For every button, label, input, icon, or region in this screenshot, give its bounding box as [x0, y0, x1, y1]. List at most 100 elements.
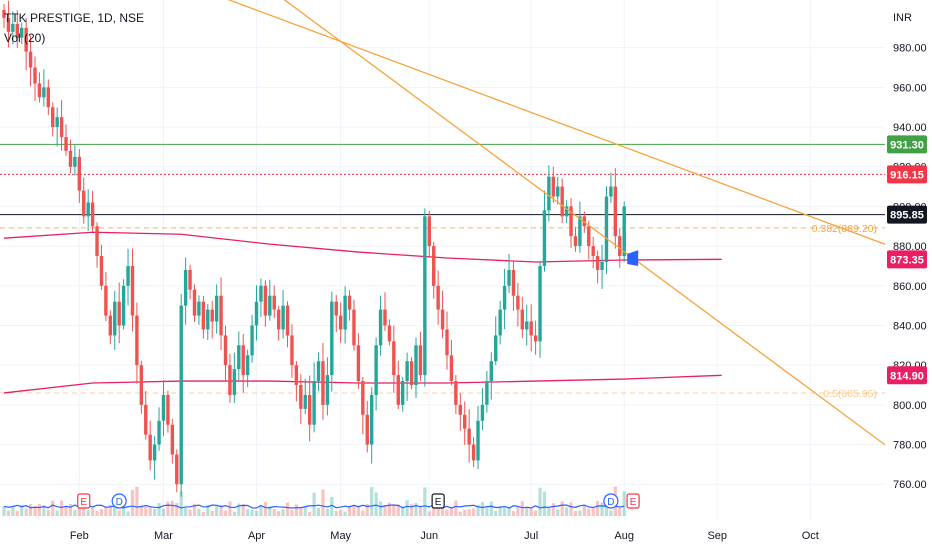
volume-bar: [126, 511, 130, 516]
volume-bar: [356, 505, 360, 516]
volume-bar: [458, 511, 462, 516]
candle-body: [64, 136, 68, 151]
price-axis[interactable]: INR760.00780.00800.00820.00840.00860.008…: [885, 0, 932, 550]
volume-bar: [37, 503, 42, 516]
candle-body: [343, 295, 347, 330]
volume-bar: [161, 508, 166, 516]
candle-body: [356, 345, 361, 382]
volume-bar: [135, 486, 139, 516]
trendline: [227, 0, 891, 247]
trendlines[interactable]: [0, 0, 891, 450]
candle-body: [113, 301, 117, 336]
volume-bar: [91, 507, 95, 516]
volume-bar: [277, 511, 281, 516]
volume-bar: [210, 510, 214, 516]
candle-body: [259, 285, 263, 302]
candle-body: [454, 381, 458, 405]
month-tick-label: Sep: [707, 530, 727, 542]
candle-body: [507, 269, 511, 286]
volume-bar: [502, 507, 507, 516]
candle-body: [263, 285, 268, 316]
candle-body: [166, 394, 170, 425]
candle-body: [250, 325, 254, 356]
candle-body: [82, 190, 86, 217]
volume-bar: [542, 491, 547, 516]
candle-body: [95, 226, 99, 257]
price-tick-label: 880.00: [893, 241, 927, 253]
volume-bar: [352, 505, 356, 516]
volume-average-line: [3, 504, 625, 509]
volume-bar: [246, 509, 250, 516]
price-tick-label: 960.00: [893, 82, 927, 94]
candle-body: [387, 325, 392, 342]
volume-bar: [148, 506, 152, 516]
candle-body: [529, 321, 533, 336]
volume-bar: [401, 506, 405, 516]
volume-bar: [454, 500, 458, 516]
volume-bar: [516, 506, 520, 516]
volume-bar: [228, 501, 232, 516]
volume-bar: [113, 502, 117, 516]
volume-bar: [405, 500, 409, 516]
volume-bar: [215, 506, 219, 516]
candle-body: [489, 361, 493, 382]
price-label-text: 931.30: [890, 139, 924, 151]
candle-body: [622, 206, 626, 257]
candle-body: [290, 335, 294, 366]
candle-body: [179, 305, 183, 485]
candle-body: [144, 404, 148, 435]
volume-bar: [609, 510, 613, 516]
volume-bar: [28, 504, 33, 516]
volume-bar: [73, 509, 77, 516]
earnings-icon: [431, 493, 445, 509]
candle-body: [42, 87, 46, 98]
volume-bar: [321, 489, 325, 516]
earnings-icon: [626, 493, 640, 509]
volume-bar: [432, 506, 436, 516]
candle-body: [37, 83, 42, 98]
candle-body: [569, 206, 573, 237]
volume-bar: [480, 502, 485, 516]
time-axis-background: [0, 520, 885, 550]
candle-body: [480, 404, 485, 421]
candle-body: [148, 434, 152, 461]
candle-body: [55, 117, 59, 128]
volume-bar: [622, 491, 626, 516]
volume-bar: [6, 510, 11, 516]
time-axis[interactable]: Feb Mar Apr May Jun Jul Aug Sep Oct: [0, 520, 885, 550]
candle-body: [219, 295, 223, 336]
candle-body: [578, 216, 582, 247]
candle-body: [352, 309, 356, 346]
volume-bar: [108, 504, 112, 516]
candle-body: [618, 236, 622, 257]
candle-body: [139, 365, 144, 405]
volume-bar: [294, 504, 298, 516]
currency-label: INR: [893, 12, 912, 24]
candle-body: [609, 186, 613, 197]
volume-bar: [392, 505, 396, 516]
month-tick-label: Oct: [802, 530, 819, 542]
volume-bar: [427, 511, 431, 516]
candle-body: [152, 444, 157, 461]
volume-bar: [188, 509, 192, 516]
candle-body: [494, 335, 498, 362]
candle-body: [525, 321, 529, 330]
volume-bar: [374, 492, 378, 516]
candle-body: [130, 265, 135, 316]
candle-body: [458, 404, 462, 415]
month-tick-label: Jul: [524, 530, 538, 542]
volume-bar: [281, 509, 285, 516]
horizontal-lines[interactable]: [0, 143, 885, 216]
volume-bar: [82, 505, 86, 516]
volume-bar: [587, 508, 591, 516]
candle-body: [427, 216, 431, 247]
volume-bar: [42, 505, 46, 516]
symbol-title[interactable]: TTK PRESTIGE, 1D, NSE: [4, 11, 145, 25]
candle-body: [330, 301, 334, 376]
candle-body: [595, 256, 600, 270]
volume-indicator-title[interactable]: Vol (20): [4, 31, 46, 45]
candle-body: [556, 186, 560, 197]
volume-bar: [489, 501, 493, 516]
